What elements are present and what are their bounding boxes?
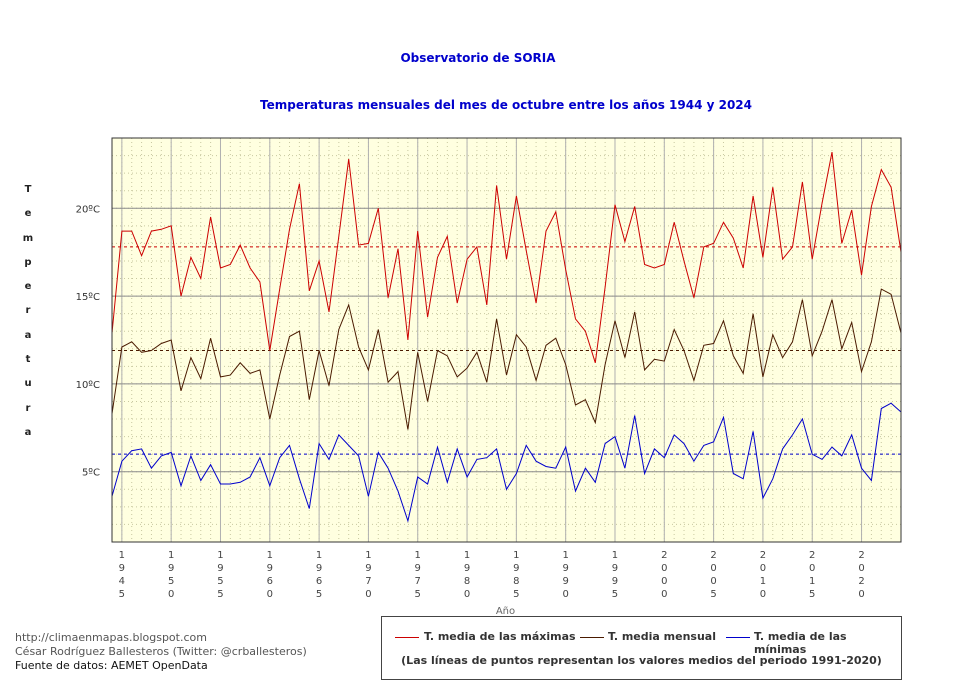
y-tick-label: 5ºC — [82, 468, 100, 479]
chart-title: Observatorio de SORIA — [400, 51, 556, 65]
y-axis-label-letter: r — [25, 402, 31, 414]
y-axis-label-letter: T — [24, 184, 32, 195]
y-axis-label-letter: e — [24, 208, 32, 220]
y-axis-label-letter: p — [24, 256, 32, 268]
y-axis-label-letter: r — [25, 305, 31, 317]
chart-legend: T. media de las máximas T. media mensual… — [381, 616, 902, 680]
y-axis-label-letter: u — [24, 378, 32, 390]
legend-swatch-min — [726, 637, 750, 638]
y-axis-label-letter: t — [25, 354, 31, 366]
legend-swatch-max — [395, 637, 419, 638]
y-axis-label-letter: a — [24, 426, 32, 438]
y-axis-label-letter: m — [22, 232, 34, 244]
legend-label-max: T. media de las máximas — [424, 630, 576, 643]
series-line — [111, 152, 902, 363]
plot-border — [111, 137, 902, 543]
legend-label-min: T. media de las mínimas — [754, 630, 847, 656]
footer-url[interactable]: http://climaenmapas.blogspot.com — [15, 631, 207, 644]
chart-subtitle: Temperaturas mensuales del mes de octubr… — [260, 98, 752, 112]
y-axis-label-letter: e — [24, 281, 32, 293]
legend-label-mean: T. media mensual — [608, 630, 716, 643]
legend-swatch-mean — [580, 637, 604, 638]
y-axis-label-letter: a — [24, 329, 32, 341]
x-axis-label: Año — [496, 606, 515, 617]
legend-note: (Las líneas de puntos representan los va… — [401, 654, 882, 667]
y-tick-label: 10ºC — [76, 380, 100, 391]
series-line — [111, 402, 902, 523]
y-tick-label: 15ºC — [76, 292, 100, 303]
footer-author: César Rodríguez Ballesteros (Twitter: @c… — [15, 645, 307, 658]
footer-source: Fuente de datos: AEMET OpenData — [15, 659, 208, 672]
series-line — [111, 288, 902, 430]
y-tick-label: 20ºC — [76, 204, 100, 215]
